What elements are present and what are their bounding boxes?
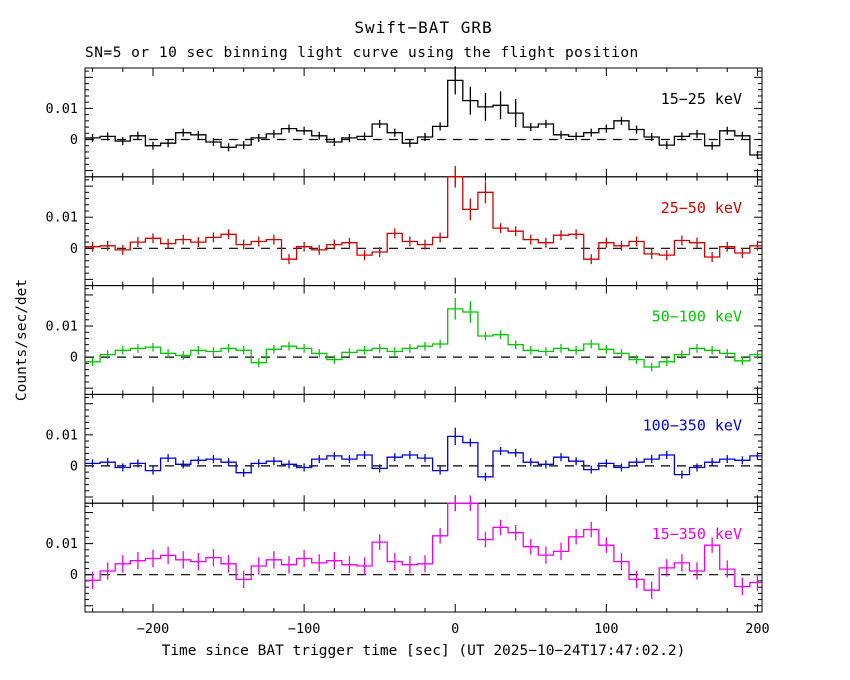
step-curve-25-50-kev [85, 176, 762, 260]
band-label: 15−350 keV [652, 525, 742, 543]
x-tick-label: 200 [745, 621, 769, 637]
x-tick-label: 100 [594, 621, 618, 637]
y-tick-label: 0.01 [45, 319, 78, 335]
panel-frame [84, 393, 763, 504]
x-tick-label: 0 [451, 621, 459, 637]
figure-subtitle: SN=5 or 10 sec binning light curve using… [85, 45, 639, 61]
y-tick-label: 0.01 [45, 101, 78, 117]
band-label: 25−50 keV [661, 199, 742, 217]
x-tick-label: −100 [288, 621, 321, 637]
step-curve-100-350-kev [85, 435, 762, 478]
band-label: 100−350 keV [643, 416, 742, 434]
y-tick-label: 0.01 [45, 210, 78, 226]
band-label: 50−100 keV [652, 308, 742, 326]
panel-frame [84, 502, 763, 613]
band-label: 15−25 keV [661, 90, 742, 108]
x-axis-title: Time since BAT trigger time [sec] (UT 20… [161, 643, 686, 659]
y-tick-label: 0 [70, 567, 78, 583]
x-tick-label: −200 [137, 621, 170, 637]
y-tick-label: 0.01 [45, 427, 78, 443]
step-curve-15-350-kev [85, 502, 762, 591]
panel-frame [84, 176, 763, 287]
y-tick-label: 0 [70, 241, 78, 257]
panel-frame [84, 67, 763, 178]
panel-frame [84, 285, 763, 395]
y-tick-label: 0 [70, 350, 78, 366]
y-tick-label: 0 [70, 132, 78, 148]
y-tick-label: 0 [70, 458, 78, 474]
figure-title: Swift−BAT GRB [354, 18, 493, 37]
y-tick-label: 0.01 [45, 536, 78, 552]
